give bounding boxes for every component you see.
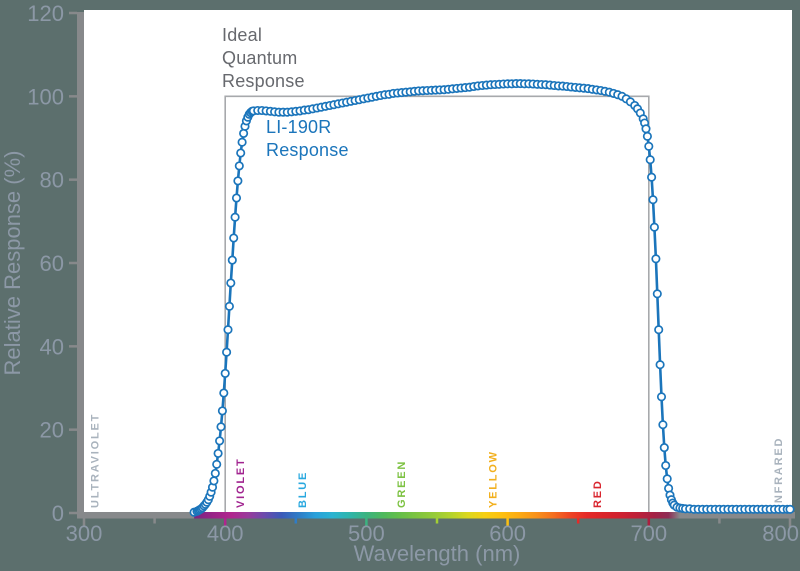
x-axis-tick-400 [223,518,227,527]
data-point-marker [219,388,229,398]
y-axis-tick-40 [69,345,77,348]
data-point-marker [223,325,233,335]
x-axis-tick-450 [294,518,298,524]
y-axis-tick-label-0: 0 [52,501,64,526]
y-axis-title: Relative Response (%) [0,150,25,376]
data-point-marker [659,443,669,453]
y-axis-tick-20 [69,428,77,431]
spectrum-bar [194,512,680,519]
data-point-marker [239,128,249,138]
x-axis-tick-label-800: 800 [762,521,799,546]
data-point-marker [226,278,236,288]
band-label-red: RED [592,479,604,508]
data-point-marker [641,124,651,134]
y-axis-line [77,12,84,519]
data-point-marker [644,141,654,151]
x-axis-tick-350 [153,518,156,524]
data-point-marker [656,392,667,402]
data-point-marker [215,436,225,446]
y-axis-tick-60 [69,261,77,265]
ideal-quantum-response-label: Ideal Quantum Response [222,25,305,91]
data-point-marker [649,222,659,232]
data-point-marker [213,448,223,458]
x-axis-tick-label-500: 500 [348,521,385,546]
data-point-marker [662,474,672,484]
data-point-marker [645,155,655,165]
data-point-marker [651,254,661,264]
y-axis-tick-80 [69,178,77,181]
li-190r-response-label: LI-190R Response [266,117,349,160]
data-point-marker [229,233,239,243]
data-point-marker [210,468,220,478]
data-point-marker [222,347,232,357]
x-axis-tick-750 [718,518,721,524]
x-axis-tick-label-700: 700 [630,521,667,546]
x-axis-tick-label-400: 400 [207,521,244,546]
y-axis-tick-100 [69,95,77,98]
x-axis-tick-650 [576,518,580,524]
data-point-marker [233,176,243,186]
y-axis-tick-0 [69,511,77,515]
x-axis-tick-550 [435,518,439,524]
data-point-marker [216,422,226,432]
data-point-marker [224,301,234,311]
y-axis-tick-120 [69,11,77,15]
y-axis-tick-label-20: 20 [40,418,64,443]
data-point-marker [785,504,795,514]
data-point-marker [234,161,244,171]
data-point-marker [217,406,227,416]
y-axis-tick-label-80: 80 [40,168,64,193]
x-axis-tick-800 [788,518,792,527]
data-point-marker [230,212,240,222]
data-point-marker [237,137,247,147]
x-axis-tick-700 [647,518,651,527]
data-point-marker [661,460,671,471]
y-axis-tick-label-120: 120 [27,1,64,26]
band-label-infrared: INFRARED [773,437,785,508]
plot-area [84,10,792,512]
band-label-yellow: YELLOW [488,450,500,508]
data-point-marker [647,172,657,182]
band-label-green: GREEN [396,460,408,508]
band-label-blue: BLUE [297,471,309,508]
data-point-marker [227,255,237,265]
data-point-marker [212,459,222,469]
x-axis-tick-300 [82,518,86,527]
data-point-marker [648,195,658,205]
y-axis-tick-label-100: 100 [27,84,64,109]
x-axis-tick-500 [365,518,368,527]
data-point-marker [652,289,662,299]
data-point-marker [236,148,246,158]
y-axis-tick-label-60: 60 [40,251,64,276]
data-point-marker [655,360,665,370]
data-point-marker [220,368,230,378]
band-label-violet: VIOLET [235,457,247,508]
data-point-marker [231,193,242,203]
data-point-marker [209,476,219,486]
x-axis-title: Wavelength (nm) [353,541,521,566]
data-point-marker [658,420,668,430]
x-axis-tick-label-600: 600 [489,521,526,546]
band-label-ultraviolet: ULTRAVIOLET [89,413,101,508]
x-axis-tick-label-300: 300 [66,521,103,546]
x-axis-tick-600 [506,518,509,527]
data-point-marker [642,131,652,141]
y-axis-tick-label-40: 40 [40,334,64,359]
data-point-marker [654,325,664,335]
